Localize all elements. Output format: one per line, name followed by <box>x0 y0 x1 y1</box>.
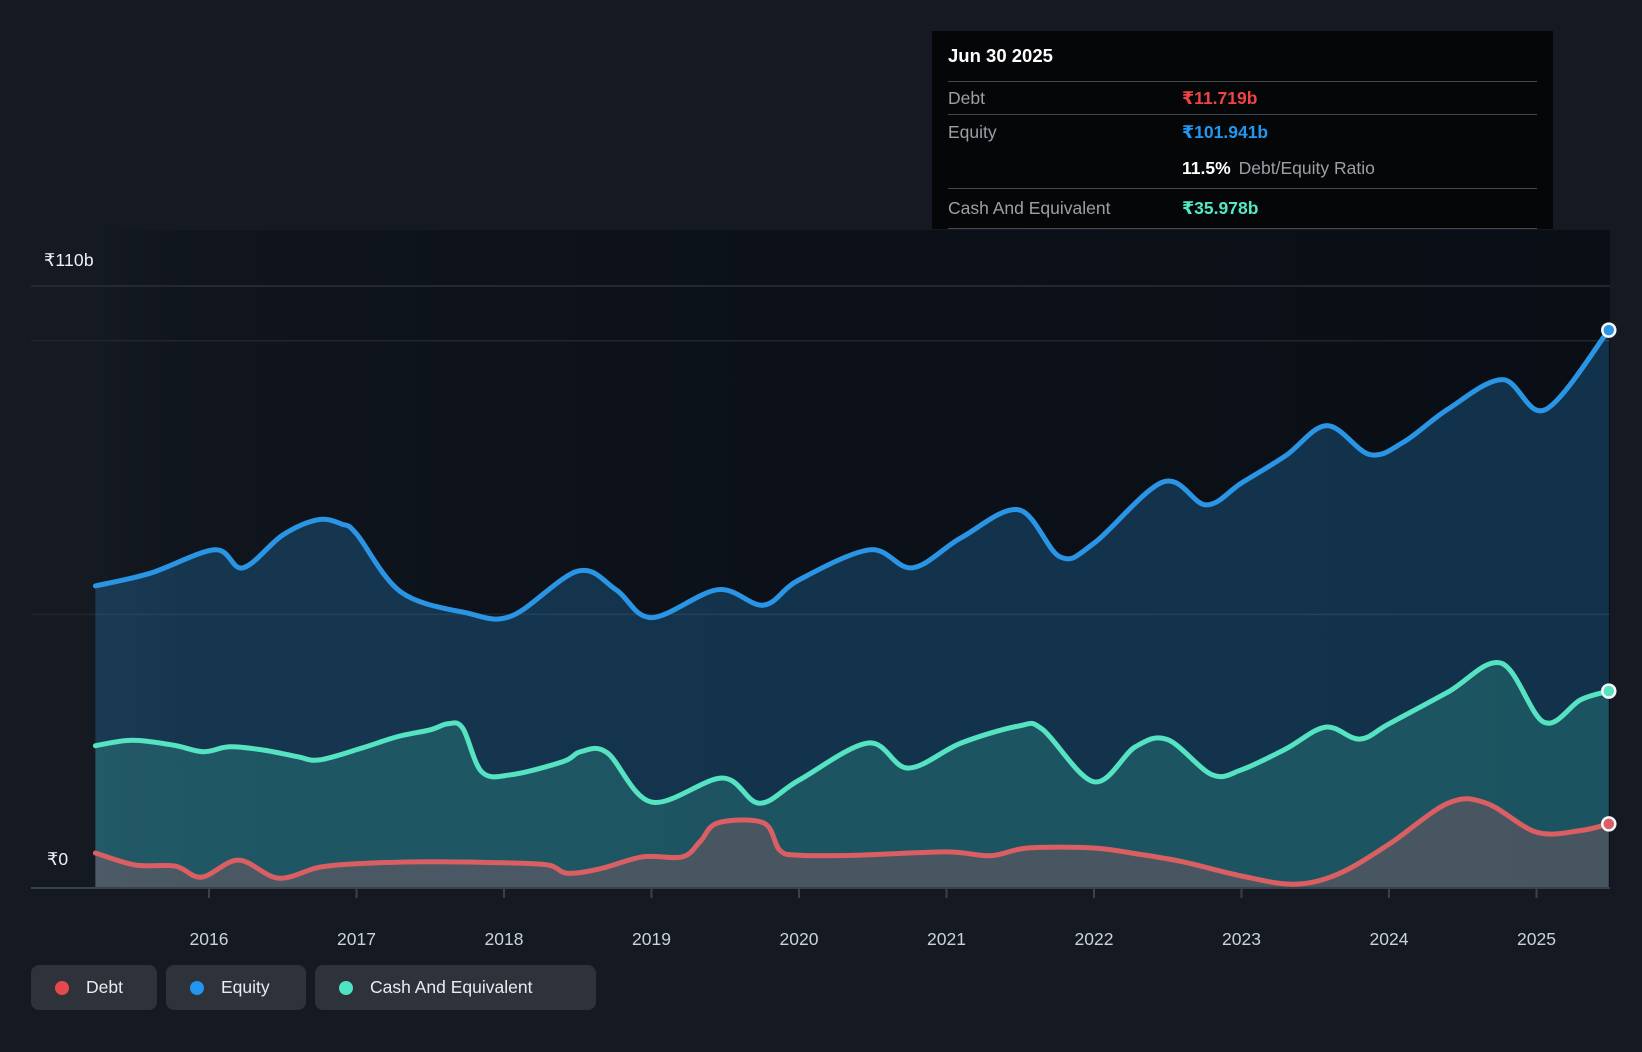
equity-latest-point-marker[interactable] <box>1602 324 1615 337</box>
legend-item-equity[interactable]: Equity <box>166 965 306 1010</box>
cash-latest-point-marker[interactable] <box>1602 685 1615 698</box>
tooltip-ratio-label: Debt/Equity Ratio <box>1239 158 1375 179</box>
tooltip-row-equity: Equity ₹101.941b <box>948 114 1537 149</box>
tooltip-cash-value: ₹35.978b <box>1182 198 1258 219</box>
tooltip-date: Jun 30 2025 <box>948 31 1537 81</box>
debt-latest-point-marker[interactable] <box>1602 817 1615 830</box>
balance-sheet-chart-panel: ₹110b ₹0 2016 2017 2018 2019 2020 2021 2022 202… <box>0 0 1642 1052</box>
cash-series-dot-icon <box>339 981 353 995</box>
x-axis-year-label-2016: 2016 <box>190 929 229 950</box>
chart-tooltip: Jun 30 2025 Debt ₹11.719b Equity ₹101.94… <box>932 31 1553 229</box>
x-axis-year-label-2021: 2021 <box>927 929 966 950</box>
x-axis-year-label-2017: 2017 <box>337 929 376 950</box>
tooltip-debt-label: Debt <box>948 88 1182 109</box>
x-axis-year-label-2018: 2018 <box>485 929 524 950</box>
tooltip-row-ratio: 11.5% Debt/Equity Ratio <box>948 149 1537 188</box>
x-axis-year-label-2019: 2019 <box>632 929 671 950</box>
tooltip-row-cash: Cash And Equivalent ₹35.978b <box>948 188 1537 229</box>
tooltip-cash-label: Cash And Equivalent <box>948 198 1182 219</box>
x-axis-year-label-2020: 2020 <box>780 929 819 950</box>
legend-item-cash[interactable]: Cash And Equivalent <box>315 965 596 1010</box>
tooltip-ratio-value: 11.5% <box>1182 158 1231 179</box>
tooltip-row-debt: Debt ₹11.719b <box>948 81 1537 114</box>
tooltip-equity-label: Equity <box>948 122 1182 143</box>
legend-item-debt[interactable]: Debt <box>31 965 157 1010</box>
x-axis-year-label-2025: 2025 <box>1517 929 1556 950</box>
legend-equity-label: Equity <box>221 977 270 998</box>
debt-series-dot-icon <box>55 981 69 995</box>
x-axis-year-label-2024: 2024 <box>1370 929 1409 950</box>
equity-series-dot-icon <box>190 981 204 995</box>
x-axis-year-label-2022: 2022 <box>1075 929 1114 950</box>
legend-debt-label: Debt <box>86 977 123 998</box>
y-axis-label-zero: ₹0 <box>47 849 68 870</box>
tooltip-equity-value: ₹101.941b <box>1182 122 1268 143</box>
x-axis-year-label-2023: 2023 <box>1222 929 1261 950</box>
chart-legend: Debt Equity Cash And Equivalent <box>31 965 596 1010</box>
tooltip-debt-value: ₹11.719b <box>1182 88 1257 109</box>
y-axis-label-max: ₹110b <box>44 250 94 271</box>
legend-cash-label: Cash And Equivalent <box>370 977 532 998</box>
